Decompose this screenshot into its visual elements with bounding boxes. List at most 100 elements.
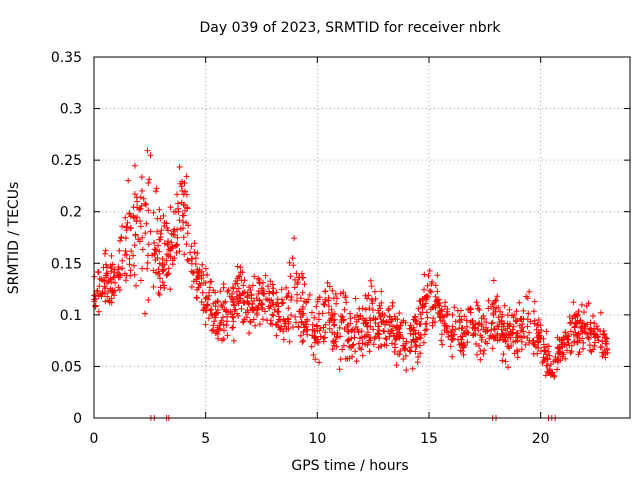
data-point — [366, 348, 373, 355]
data-point — [157, 275, 163, 282]
data-point — [98, 293, 105, 300]
data-point — [163, 272, 170, 279]
data-point — [377, 313, 384, 320]
data-point — [278, 286, 285, 293]
data-point — [368, 283, 375, 290]
data-point — [191, 240, 198, 247]
data-point — [504, 312, 511, 319]
data-point — [188, 243, 195, 250]
data-point — [270, 290, 277, 297]
data-point — [556, 336, 563, 343]
data-point — [517, 316, 524, 322]
data-point — [392, 315, 399, 322]
data-point — [597, 309, 604, 316]
data-point — [402, 352, 409, 359]
data-point — [580, 339, 587, 346]
data-point — [489, 301, 496, 308]
data-point — [594, 326, 601, 333]
data-point — [317, 333, 324, 340]
data-point — [369, 298, 376, 304]
data-point — [491, 325, 498, 332]
data-point — [602, 338, 609, 345]
data-point — [180, 219, 187, 225]
data-point — [285, 290, 292, 297]
data-point — [575, 331, 582, 338]
data-point — [567, 328, 574, 335]
data-point — [461, 313, 468, 320]
data-point — [502, 358, 509, 365]
data-point — [329, 329, 336, 336]
data-point — [153, 247, 160, 254]
data-point — [309, 321, 316, 328]
data-point — [514, 337, 521, 344]
data-point — [438, 337, 445, 344]
data-point — [108, 279, 115, 285]
data-point — [543, 362, 550, 369]
data-point — [235, 285, 242, 292]
data-point — [194, 250, 201, 257]
data-point — [595, 337, 602, 344]
data-point — [491, 336, 497, 342]
data-point — [396, 325, 403, 332]
data-point — [412, 313, 418, 320]
data-point — [527, 318, 534, 325]
data-point — [184, 205, 191, 212]
data-point — [249, 307, 256, 314]
data-point — [345, 337, 352, 344]
data-point — [118, 234, 125, 241]
data-point — [194, 295, 200, 301]
data-point — [393, 335, 400, 342]
data-point — [324, 279, 331, 286]
data-point — [425, 272, 432, 279]
data-point — [298, 270, 305, 277]
data-point — [380, 317, 387, 324]
data-point — [424, 314, 431, 321]
data-point — [337, 356, 344, 363]
data-point — [542, 372, 549, 379]
data-point — [499, 357, 506, 364]
data-point — [230, 298, 237, 305]
data-point — [442, 322, 449, 329]
data-point — [246, 330, 253, 337]
data-point — [309, 309, 315, 316]
data-point — [299, 289, 306, 296]
data-point — [337, 290, 344, 297]
data-point — [194, 286, 201, 293]
data-point — [320, 324, 327, 331]
data-point — [234, 310, 240, 317]
data-point — [119, 257, 126, 264]
data-point — [349, 353, 356, 360]
data-point — [597, 344, 604, 351]
data-point — [220, 284, 227, 291]
data-point — [421, 271, 428, 278]
data-point — [117, 237, 123, 244]
data-point — [249, 282, 256, 289]
data-point — [295, 324, 302, 331]
data-point — [496, 336, 503, 343]
data-point — [359, 352, 366, 359]
data-point — [180, 234, 187, 241]
data-point — [417, 335, 424, 342]
data-point — [471, 324, 478, 331]
data-point — [513, 308, 520, 315]
data-point — [169, 245, 176, 251]
data-point — [587, 319, 594, 326]
data-point — [480, 326, 487, 333]
data-point — [364, 295, 371, 302]
data-point — [477, 348, 484, 354]
data-point — [531, 341, 538, 348]
data-point — [546, 352, 553, 359]
data-point — [229, 313, 236, 320]
data-point — [506, 306, 513, 313]
data-point — [400, 356, 407, 362]
data-point — [355, 329, 362, 336]
data-point — [241, 277, 248, 284]
data-point — [300, 337, 307, 344]
data-point — [270, 312, 277, 319]
data-point — [174, 200, 181, 207]
data-point — [313, 303, 320, 310]
data-point — [456, 319, 463, 326]
data-point — [253, 310, 260, 317]
data-point — [460, 341, 467, 348]
data-point — [386, 322, 393, 329]
